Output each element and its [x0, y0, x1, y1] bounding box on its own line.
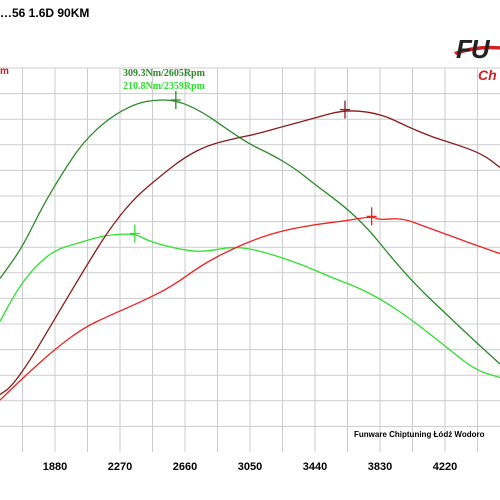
stock-torque-line: [0, 233, 500, 379]
logo-sub: Ch: [478, 67, 497, 83]
tuned-power-line: [0, 110, 500, 396]
tuned-torque-line: [0, 99, 500, 365]
logo-word: FU: [456, 34, 490, 64]
credit-text: Funware Chiptuning Łódź Wodoro: [354, 430, 485, 439]
x-tick-label: 3830: [368, 461, 392, 473]
x-tick-label: 3050: [238, 461, 262, 473]
x-tick-label: 2270: [108, 461, 132, 473]
logo-swoosh-icon: [454, 45, 500, 55]
x-tick-label: 3440: [303, 461, 327, 473]
chart-title: …56 1.6D 90KM: [0, 6, 90, 20]
left-axis-unit: m: [0, 66, 9, 77]
x-tick-label: 2660: [173, 461, 197, 473]
x-tick-label: 4220: [433, 461, 457, 473]
brand-logo: FU Ch: [452, 30, 500, 83]
tuned-torque-peak-label: 309.3Nm/2605Rpm: [123, 68, 205, 79]
stock-torque-peak-label: 210.8Nm/2359Rpm: [123, 81, 205, 92]
stock-power-line: [0, 216, 500, 401]
x-tick-label: 1880: [43, 461, 67, 473]
